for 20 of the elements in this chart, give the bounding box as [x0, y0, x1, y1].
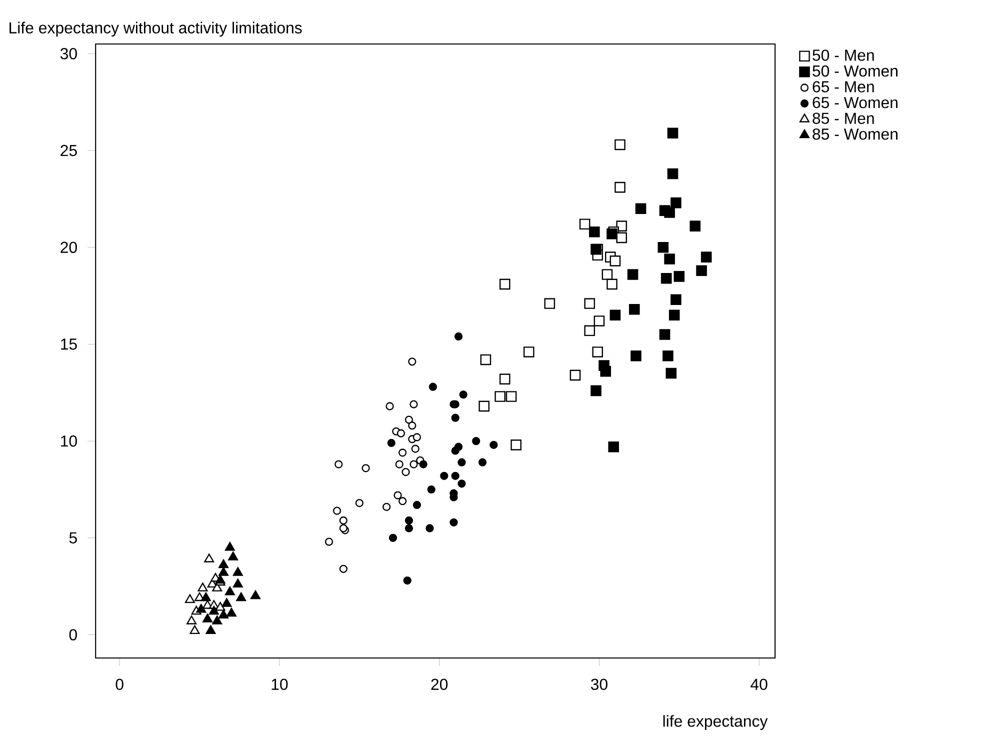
y-tick-label: 30: [60, 48, 77, 60]
y-tick-label: 20: [60, 242, 77, 253]
legend-label: 50 - Men: [812, 50, 874, 61]
x-tick-label: 0: [116, 678, 124, 690]
legend-label: 65 - Men: [812, 81, 874, 92]
x-tick-label: 10: [272, 678, 288, 690]
legend-label: 85 - Men: [812, 112, 874, 124]
legend-label: 65 - Women: [812, 96, 898, 108]
x-tick-label: 20: [431, 678, 448, 690]
y-tick-label: 25: [60, 144, 77, 156]
legend-label: 85 - Women: [812, 128, 898, 140]
x-axis-title: life expectancy: [663, 715, 768, 730]
y-tick-label: 5: [69, 532, 77, 544]
x-tick-label: 30: [590, 678, 608, 690]
y-tick-label: 10: [61, 435, 77, 447]
y-tick-label: 15: [61, 338, 77, 350]
x-tick-label: 40: [750, 678, 768, 690]
y-axis-title: Life expectancy without activity limitations: [10, 22, 302, 37]
y-tick-label: 0: [69, 629, 77, 640]
legend-label: 50 - Women: [812, 65, 898, 77]
